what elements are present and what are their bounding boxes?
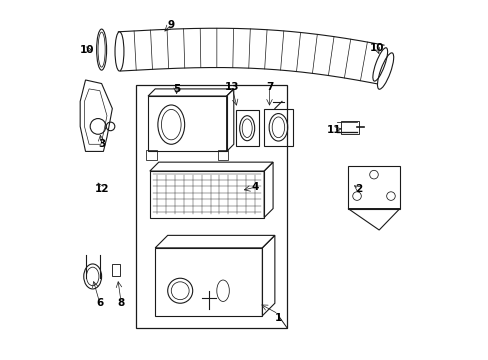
Bar [340,121,358,134]
Text: 9: 9 [167,19,175,30]
Text: 8: 8 [118,298,124,308]
Text: 6: 6 [96,298,103,308]
Text: 3: 3 [98,139,105,149]
Bar [217,150,228,160]
Text: 13: 13 [224,82,239,92]
Text: 12: 12 [94,184,109,194]
Text: 7: 7 [265,82,273,92]
Text: 10: 10 [368,43,383,53]
Text: 10: 10 [80,45,94,55]
Bar [146,150,157,160]
Text: 2: 2 [354,184,362,194]
Text: 11: 11 [326,125,340,135]
Text: 4: 4 [251,182,258,192]
Bar [112,264,120,276]
Text: 5: 5 [173,84,180,94]
Text: 1: 1 [274,312,282,323]
